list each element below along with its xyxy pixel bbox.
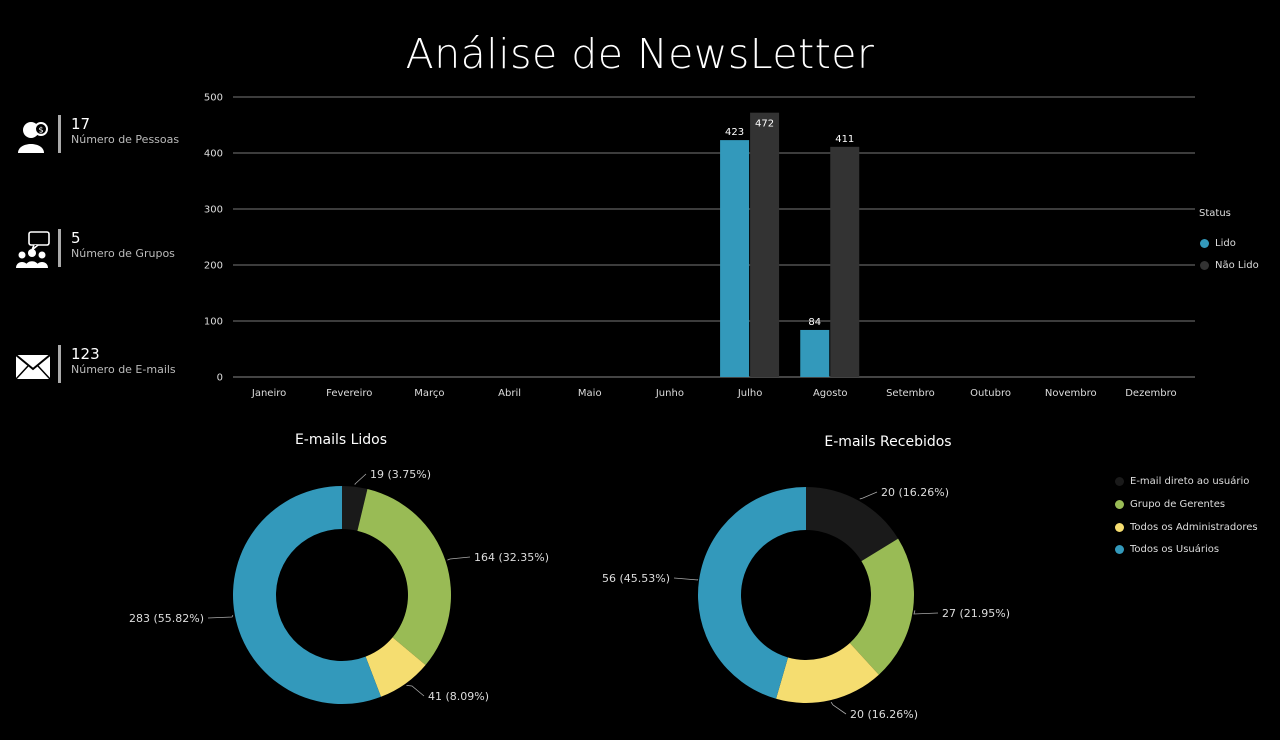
legend-dot (1115, 500, 1124, 509)
donut-slice[interactable] (233, 486, 381, 704)
legend-label: Lido (1215, 238, 1236, 249)
kpi-divider (58, 115, 61, 153)
bar-lido[interactable] (720, 140, 750, 377)
slice-label: 164 (32.35%) (474, 551, 549, 564)
donut-slice[interactable] (849, 538, 914, 675)
leader-line (207, 615, 234, 619)
y-tick-label: 400 (204, 149, 223, 160)
data-label: 411 (835, 134, 854, 145)
leader-line (673, 577, 699, 581)
bar-não-lido[interactable] (750, 112, 780, 378)
legend-dot (1115, 477, 1124, 486)
kpi-value: 17 (71, 115, 91, 133)
leader-line (447, 556, 471, 561)
user-icon: $ (18, 122, 48, 153)
kpi-divider (58, 229, 61, 267)
legend-title: Status (1199, 208, 1231, 219)
kpi-label: Número de Grupos (71, 247, 175, 260)
monthly-bar-chart: 0 100 200 300 400 500 Janeiro Fevereiro Março Abr… (204, 93, 1195, 399)
kpi-value: 5 (71, 229, 81, 247)
svg-text:$: $ (38, 126, 43, 135)
kpi-groups: 5 Número de Grupos (14, 229, 175, 269)
legend-dot (1200, 239, 1209, 248)
donut-slice[interactable] (776, 642, 879, 703)
slice-label: 20 (16.26%) (850, 708, 918, 721)
legend-item-email-direto[interactable]: E-mail direto ao usuário (1115, 476, 1249, 487)
leader-line (859, 491, 878, 500)
x-tick-label: Julho (737, 388, 763, 399)
kpi-divider (58, 345, 61, 383)
y-tick-label: 300 (204, 205, 223, 216)
slice-label: 41 (8.09%) (428, 690, 489, 703)
legend-label: Todos os Administradores (1130, 522, 1258, 533)
kpi-people: $ 17 Número de Pessoas (14, 115, 179, 155)
leader-line (913, 610, 939, 615)
donut-slice[interactable] (806, 487, 899, 562)
donut-title-recebidos: E-mails Recebidos (824, 434, 952, 450)
kpi-emails: 123 Número de E-mails (14, 345, 176, 385)
x-tick-label: Junho (655, 388, 684, 399)
slice-label: 20 (16.26%) (881, 486, 949, 499)
legend-label: Todos os Usuários (1130, 544, 1220, 555)
donut-slice[interactable] (342, 486, 368, 531)
leader-line (354, 473, 367, 485)
x-tick-label: Outubro (970, 388, 1011, 399)
page-title: Análise de NewsLetter (405, 30, 875, 78)
legend-dot (1115, 545, 1124, 554)
legend-item-administradores[interactable]: Todos os Administradores (1115, 522, 1258, 533)
slice-label: 19 (3.75%) (370, 468, 431, 481)
legend-item-lido[interactable]: Lido (1200, 238, 1236, 249)
y-tick-label: 500 (204, 93, 223, 104)
legend-label: E-mail direto ao usuário (1130, 476, 1250, 487)
x-tick-label: Abril (498, 388, 521, 399)
legend-item-nao-lido[interactable]: Não Lido (1200, 260, 1259, 271)
kpi-label: Número de Pessoas (71, 133, 180, 146)
x-tick-label: Setembro (886, 388, 935, 399)
donut-slice[interactable] (698, 487, 806, 699)
group-chat-icon (16, 231, 50, 268)
x-tick-label: Fevereiro (326, 388, 372, 399)
envelope-icon (15, 354, 51, 380)
leader-line (830, 701, 847, 715)
data-label: 472 (755, 119, 774, 130)
donut-title-lidos: E-mails Lidos (294, 432, 388, 448)
data-label: 423 (725, 127, 744, 138)
x-tick-label: Novembro (1045, 388, 1097, 399)
legend-label: Não Lido (1215, 260, 1259, 271)
legend-dot (1200, 261, 1209, 270)
data-label: 84 (808, 317, 821, 328)
legend-item-gerentes[interactable]: Grupo de Gerentes (1115, 499, 1225, 510)
kpi-value: 123 (71, 345, 100, 363)
donut-charts: 19 (3.75%) 164 (32.35%) 41 (8.09%) 283 (55.… (129, 468, 1010, 721)
slice-label: 27 (21.95%) (942, 607, 1010, 620)
y-tick-label: 200 (204, 261, 223, 272)
x-tick-label: Janeiro (251, 388, 286, 399)
y-tick-label: 0 (217, 373, 223, 384)
slice-label: 283 (55.82%) (129, 612, 204, 625)
y-tick-label: 100 (204, 317, 223, 328)
legend-label: Grupo de Gerentes (1130, 499, 1226, 510)
legend-dot (1115, 523, 1124, 532)
donut-slice[interactable] (357, 489, 452, 665)
x-tick-label: Agosto (813, 388, 848, 399)
x-tick-label: Março (414, 388, 444, 399)
leader-line (406, 684, 425, 697)
donut-slice[interactable] (365, 637, 426, 697)
kpi-label: Número de E-mails (71, 363, 176, 376)
bar-não-lido[interactable] (830, 146, 860, 377)
bar-lido[interactable] (800, 329, 830, 377)
x-tick-label: Maio (578, 388, 602, 399)
slice-label: 56 (45.53%) (602, 572, 670, 585)
legend-item-usuarios[interactable]: Todos os Usuários (1115, 544, 1219, 555)
x-tick-label: Dezembro (1125, 388, 1176, 399)
